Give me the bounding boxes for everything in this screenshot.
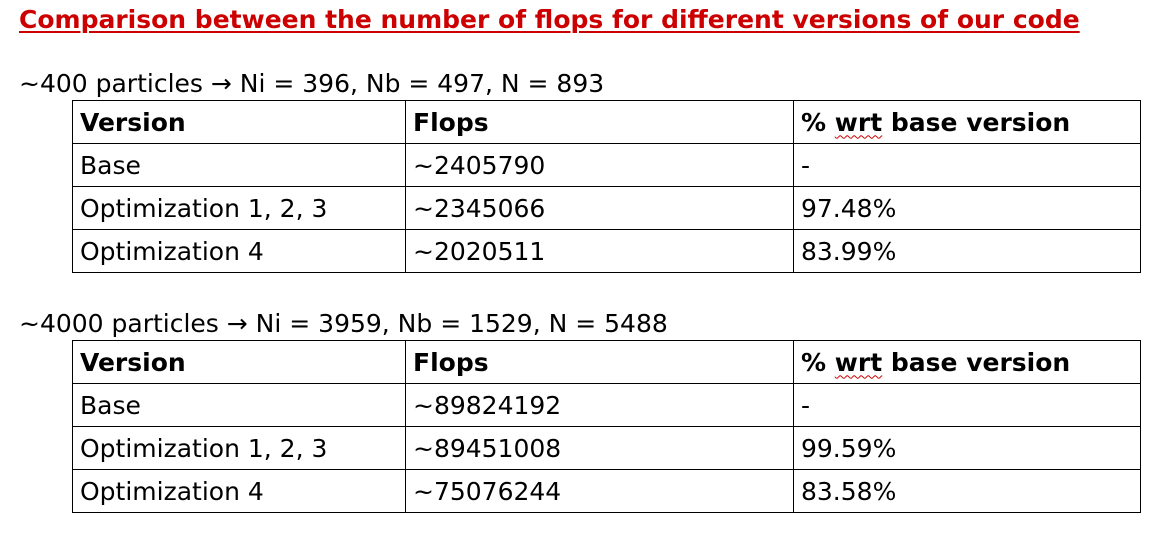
- header-pct: % wrt base version: [793, 340, 1141, 384]
- table-header-row: Version Flops % wrt base version: [72, 340, 1141, 384]
- header-version: Version: [72, 100, 406, 144]
- document-title: Comparison between the number of flops f…: [19, 5, 1080, 34]
- cell-flops: ~75076244: [405, 469, 794, 513]
- table-header-row: Version Flops % wrt base version: [72, 100, 1141, 144]
- cell-pct: -: [793, 143, 1141, 187]
- header-pct-rest: base version: [890, 347, 1071, 377]
- cell-pct: 97.48%: [793, 186, 1141, 230]
- cell-version: Optimization 1, 2, 3: [72, 426, 406, 470]
- header-pct-symbol: %: [801, 107, 827, 137]
- section-1-label: ~400 particles → Ni = 396, Nb = 497, N =…: [19, 69, 605, 98]
- header-pct-wrt: wrt: [834, 347, 883, 377]
- flops-table-4000: Version Flops % wrt base version Base ~8…: [72, 340, 1141, 513]
- header-pct-symbol: %: [801, 347, 827, 377]
- header-pct: % wrt base version: [793, 100, 1141, 144]
- header-pct-wrt: wrt: [834, 107, 883, 137]
- cell-flops: ~2405790: [405, 143, 794, 187]
- table-row: Base ~89824192 -: [72, 383, 1141, 427]
- table-row: Optimization 1, 2, 3 ~2345066 97.48%: [72, 186, 1141, 230]
- cell-flops: ~2345066: [405, 186, 794, 230]
- table-row: Optimization 4 ~2020511 83.99%: [72, 229, 1141, 273]
- cell-version: Base: [72, 143, 406, 187]
- cell-flops: ~2020511: [405, 229, 794, 273]
- header-flops: Flops: [405, 340, 794, 384]
- table-row: Base ~2405790 -: [72, 143, 1141, 187]
- table-row: Optimization 1, 2, 3 ~89451008 99.59%: [72, 426, 1141, 470]
- cell-flops: ~89824192: [405, 383, 794, 427]
- header-pct-rest: base version: [890, 107, 1071, 137]
- flops-table-400: Version Flops % wrt base version Base ~2…: [72, 100, 1141, 273]
- cell-version: Optimization 1, 2, 3: [72, 186, 406, 230]
- cell-pct: 83.58%: [793, 469, 1141, 513]
- cell-flops: ~89451008: [405, 426, 794, 470]
- cell-version: Optimization 4: [72, 229, 406, 273]
- cell-version: Optimization 4: [72, 469, 406, 513]
- cell-version: Base: [72, 383, 406, 427]
- cell-pct: 99.59%: [793, 426, 1141, 470]
- cell-pct: -: [793, 383, 1141, 427]
- header-flops: Flops: [405, 100, 794, 144]
- cell-pct: 83.99%: [793, 229, 1141, 273]
- section-2-label: ~4000 particles → Ni = 3959, Nb = 1529, …: [19, 309, 668, 338]
- header-version: Version: [72, 340, 406, 384]
- table-row: Optimization 4 ~75076244 83.58%: [72, 469, 1141, 513]
